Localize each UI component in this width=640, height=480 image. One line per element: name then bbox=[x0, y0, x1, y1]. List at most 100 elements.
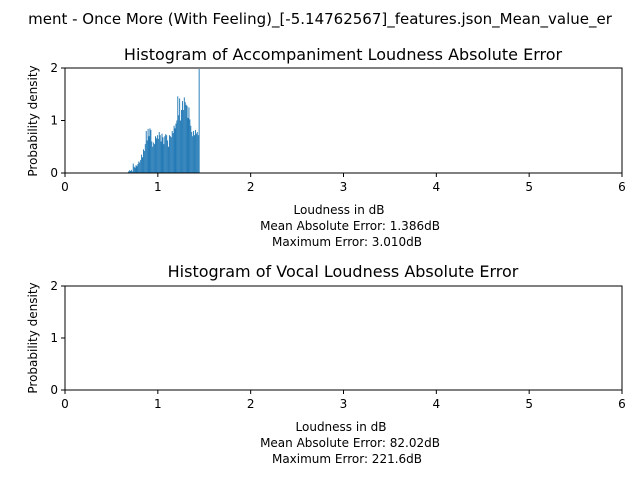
histogram-bar bbox=[178, 115, 180, 173]
histogram-bar bbox=[142, 149, 144, 173]
x-tick-label: 5 bbox=[525, 397, 533, 411]
x-tick-label: 3 bbox=[340, 180, 348, 194]
histogram-bar bbox=[197, 135, 199, 173]
y-tick-label: 1 bbox=[50, 114, 58, 128]
histogram-bar bbox=[194, 129, 196, 173]
histogram-bar bbox=[185, 104, 187, 173]
histogram-bar bbox=[198, 69, 200, 173]
histogram-bar bbox=[195, 133, 197, 173]
x-tick-label: 4 bbox=[433, 397, 441, 411]
histogram-bar bbox=[169, 136, 171, 173]
x-tick-label: 2 bbox=[247, 397, 255, 411]
histogram-bar bbox=[134, 167, 136, 173]
histogram-bar bbox=[182, 110, 184, 173]
histogram-bar bbox=[190, 125, 192, 173]
tick-group: 0 1 2 3 4 5 6 0 1 2 bbox=[50, 279, 625, 411]
histogram-bar bbox=[159, 135, 161, 173]
y-tick-label: 2 bbox=[50, 279, 58, 293]
histogram-bar bbox=[156, 135, 158, 173]
histogram-bar bbox=[191, 132, 193, 173]
histogram-bar bbox=[193, 131, 195, 173]
y-axis-label: Probability density bbox=[26, 65, 40, 176]
histogram-bar bbox=[136, 166, 138, 173]
max-error-text: Maximum Error: 3.010dB bbox=[272, 235, 422, 249]
x-tick-label: 0 bbox=[61, 180, 69, 194]
histogram-bar bbox=[151, 141, 153, 173]
histogram-bar bbox=[143, 150, 145, 173]
histogram-bar bbox=[168, 146, 169, 173]
histogram-bar bbox=[139, 162, 141, 173]
histogram-bar bbox=[146, 140, 148, 173]
x-tick-label: 4 bbox=[433, 180, 441, 194]
y-tick-label: 2 bbox=[50, 61, 58, 75]
histogram-bar bbox=[149, 128, 151, 173]
histogram-bar bbox=[172, 133, 174, 173]
histogram-bar bbox=[155, 138, 157, 173]
histogram-bar bbox=[183, 97, 185, 173]
histogram-bar bbox=[180, 120, 182, 173]
histogram-bar bbox=[147, 128, 149, 173]
y-tick-label: 1 bbox=[50, 331, 58, 345]
x-tick-label: 3 bbox=[340, 397, 348, 411]
histogram-bar bbox=[174, 128, 176, 173]
histogram-bar bbox=[166, 135, 168, 173]
chart-title: Histogram of Accompaniment Loudness Abso… bbox=[124, 45, 563, 64]
histogram-bar bbox=[148, 136, 150, 173]
histogram-bar bbox=[129, 170, 130, 173]
y-axis-label: Probability density bbox=[26, 282, 40, 393]
x-axis-label: Loudness in dB bbox=[296, 420, 387, 434]
y-tick-label: 0 bbox=[50, 383, 58, 397]
histogram-bar bbox=[152, 146, 154, 173]
histogram-bar bbox=[173, 125, 175, 173]
histogram-bar bbox=[141, 154, 143, 173]
figure-suptitle: ment - Once More (With Feeling)_[-5.1476… bbox=[28, 10, 613, 29]
histogram-bar bbox=[196, 132, 198, 173]
histogram-bar bbox=[144, 144, 146, 173]
chart-title: Histogram of Vocal Loudness Absolute Err… bbox=[168, 262, 519, 281]
x-axis-label: Loudness in dB bbox=[294, 203, 385, 217]
panel-vocal: Histogram of Vocal Loudness Absolute Err… bbox=[26, 262, 626, 466]
histogram-bar bbox=[181, 101, 183, 173]
histogram-bar bbox=[162, 137, 164, 173]
x-tick-label: 1 bbox=[154, 397, 162, 411]
histogram-bar bbox=[158, 132, 160, 173]
histogram-bar bbox=[171, 131, 173, 173]
histogram-bar bbox=[179, 98, 181, 173]
x-tick-label: 1 bbox=[154, 180, 162, 194]
histogram-bar bbox=[161, 133, 163, 173]
x-tick-label: 0 bbox=[61, 397, 69, 411]
histogram-bar bbox=[157, 138, 159, 173]
histogram-bar bbox=[176, 120, 178, 173]
histogram-bar bbox=[192, 136, 194, 173]
histogram-bar bbox=[189, 119, 191, 173]
histogram-bar bbox=[194, 135, 195, 173]
histogram-bar bbox=[168, 135, 170, 173]
histogram-bar bbox=[150, 129, 152, 173]
histogram-bar bbox=[170, 137, 172, 173]
histogram-bar bbox=[184, 102, 186, 173]
mean-error-text: Mean Absolute Error: 1.386dB bbox=[260, 219, 440, 233]
histogram-bar bbox=[135, 165, 137, 173]
histogram-bar bbox=[154, 144, 156, 173]
histogram-bar bbox=[181, 110, 182, 173]
histogram-bar bbox=[140, 159, 142, 173]
histogram-bar bbox=[131, 171, 133, 173]
x-tick-label: 6 bbox=[618, 180, 626, 194]
histogram-bar bbox=[132, 163, 134, 173]
histogram-bar bbox=[163, 144, 165, 173]
histogram-bar bbox=[145, 131, 147, 173]
histogram-bar bbox=[186, 105, 188, 173]
max-error-text: Maximum Error: 221.6dB bbox=[272, 452, 422, 466]
histogram-bar bbox=[128, 171, 130, 173]
histogram-bar bbox=[155, 136, 156, 173]
histogram-bar bbox=[130, 169, 132, 173]
histogram-bar bbox=[160, 141, 162, 173]
histogram-bar bbox=[164, 136, 166, 173]
panel-accompaniment: Histogram of Accompaniment Loudness Abso… bbox=[26, 45, 626, 249]
histogram-bar bbox=[153, 142, 155, 173]
x-tick-label: 2 bbox=[247, 180, 255, 194]
plot-frame bbox=[64, 67, 623, 174]
histogram-bar bbox=[177, 96, 179, 173]
tick-group: 0 1 2 3 4 5 6 0 1 2 bbox=[50, 61, 625, 194]
